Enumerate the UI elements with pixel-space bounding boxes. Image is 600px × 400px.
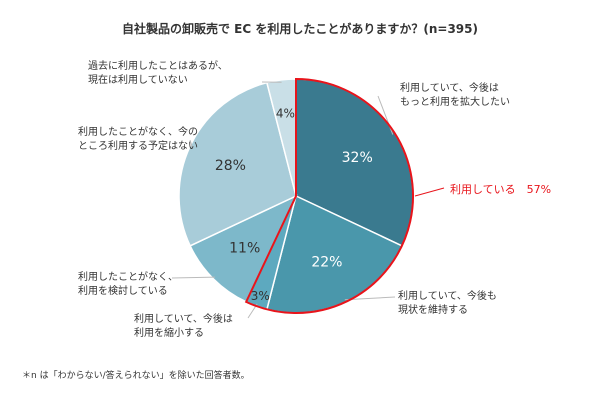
slice-value-label: 22% — [311, 255, 342, 271]
highlight-leader-line — [414, 187, 445, 197]
slice-category-label: 利用したことがなく、今の ところ利用する予定はない — [78, 126, 198, 154]
slice-category-label-line: 現状を維持する — [398, 305, 468, 316]
slice-category-label: 利用したことがなく、 利用を検討している — [78, 271, 178, 299]
chart-title: 自社製品の卸販売で EC を利用したことがありますか？(n=395) — [122, 22, 478, 36]
slice-value-label: 11% — [229, 240, 260, 256]
slice-category-label-line: 利用していて、今後は — [400, 83, 499, 94]
slice-value-label: 4% — [276, 106, 295, 120]
slice-category-label-line: もっと利用を拡大したい — [400, 97, 510, 108]
leader-line — [171, 276, 215, 279]
highlight-label: 利用している 57% — [450, 183, 552, 196]
slice-category-label: 利用していて、今後は もっと利用を拡大したい — [400, 82, 510, 110]
slice-category-label-line: 利用していて、今後は — [134, 314, 233, 325]
footnote: ＊n は「わからない/答えられない」を除いた回答者数。 — [22, 371, 250, 381]
slice-value-label: 3% — [251, 289, 270, 303]
slice-category-label-line: ところ利用する予定はない — [78, 141, 198, 152]
leader-line — [344, 296, 396, 301]
slice-category-label-line: 利用していて、今後も — [398, 291, 497, 302]
slice-category-label-line: 現在は利用していない — [88, 75, 188, 86]
slice-category-label: 利用していて、今後も 現状を維持する — [398, 290, 497, 318]
slice-category-label-line: 利用を縮小する — [134, 328, 204, 339]
slice-category-label-line: 過去に利用したことはあるが、 — [88, 61, 228, 72]
slice-value-label: 32% — [342, 150, 373, 166]
slice-category-label-line: 利用したことがなく、 — [78, 272, 178, 283]
slice-category-label-line: 利用したことがなく、今の — [78, 127, 198, 138]
slice-value-label: 28% — [215, 158, 246, 174]
pie-slice — [189, 194, 298, 303]
highlight-outline — [244, 77, 414, 314]
slice-category-label-line: 利用を検討している — [78, 286, 168, 297]
slice-category-label: 利用していて、今後は 利用を縮小する — [134, 313, 233, 341]
slice-category-label: 過去に利用したことはあるが、 現在は利用していない — [88, 60, 228, 88]
leader-line — [189, 139, 193, 148]
pie-slice — [178, 81, 297, 247]
